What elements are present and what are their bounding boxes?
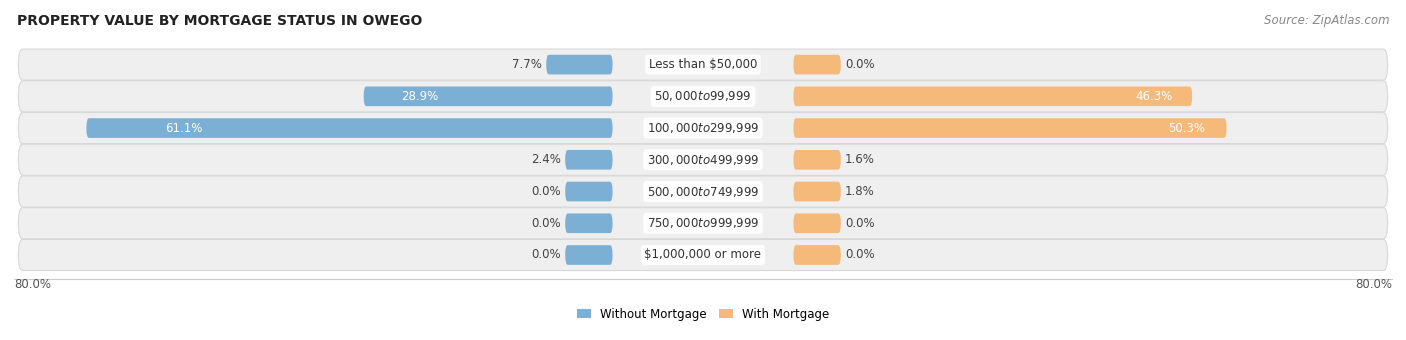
Text: $300,000 to $499,999: $300,000 to $499,999 [647,153,759,167]
Text: 28.9%: 28.9% [401,90,439,103]
Text: 46.3%: 46.3% [1135,90,1173,103]
Text: 61.1%: 61.1% [166,122,202,135]
FancyBboxPatch shape [565,214,613,233]
Text: PROPERTY VALUE BY MORTGAGE STATUS IN OWEGO: PROPERTY VALUE BY MORTGAGE STATUS IN OWE… [17,14,422,28]
FancyBboxPatch shape [793,182,841,201]
Text: 80.0%: 80.0% [14,278,51,291]
FancyBboxPatch shape [547,55,613,74]
FancyBboxPatch shape [18,49,1388,80]
Text: 0.0%: 0.0% [531,185,561,198]
Text: $100,000 to $299,999: $100,000 to $299,999 [647,121,759,135]
FancyBboxPatch shape [18,208,1388,239]
Text: Less than $50,000: Less than $50,000 [648,58,758,71]
FancyBboxPatch shape [793,55,841,74]
FancyBboxPatch shape [364,86,613,106]
FancyBboxPatch shape [18,144,1388,175]
Text: 0.0%: 0.0% [845,249,875,261]
Text: 0.0%: 0.0% [531,217,561,230]
FancyBboxPatch shape [793,118,1226,138]
FancyBboxPatch shape [565,182,613,201]
Text: 0.0%: 0.0% [845,58,875,71]
Text: Source: ZipAtlas.com: Source: ZipAtlas.com [1264,14,1389,27]
FancyBboxPatch shape [18,176,1388,207]
Text: $500,000 to $749,999: $500,000 to $749,999 [647,185,759,199]
FancyBboxPatch shape [793,214,841,233]
Text: 7.7%: 7.7% [512,58,541,71]
FancyBboxPatch shape [565,245,613,265]
FancyBboxPatch shape [18,113,1388,143]
FancyBboxPatch shape [793,245,841,265]
Text: 50.3%: 50.3% [1168,122,1205,135]
FancyBboxPatch shape [86,118,613,138]
Text: $750,000 to $999,999: $750,000 to $999,999 [647,216,759,230]
FancyBboxPatch shape [565,150,613,170]
Text: 80.0%: 80.0% [1355,278,1392,291]
Text: 0.0%: 0.0% [531,249,561,261]
Text: $50,000 to $99,999: $50,000 to $99,999 [654,89,752,103]
Legend: Without Mortgage, With Mortgage: Without Mortgage, With Mortgage [572,303,834,325]
Text: $1,000,000 or more: $1,000,000 or more [644,249,762,261]
FancyBboxPatch shape [18,239,1388,271]
Text: 1.6%: 1.6% [845,153,875,166]
FancyBboxPatch shape [793,150,841,170]
FancyBboxPatch shape [18,81,1388,112]
Text: 1.8%: 1.8% [845,185,875,198]
Text: 0.0%: 0.0% [845,217,875,230]
Text: 2.4%: 2.4% [531,153,561,166]
FancyBboxPatch shape [793,86,1192,106]
